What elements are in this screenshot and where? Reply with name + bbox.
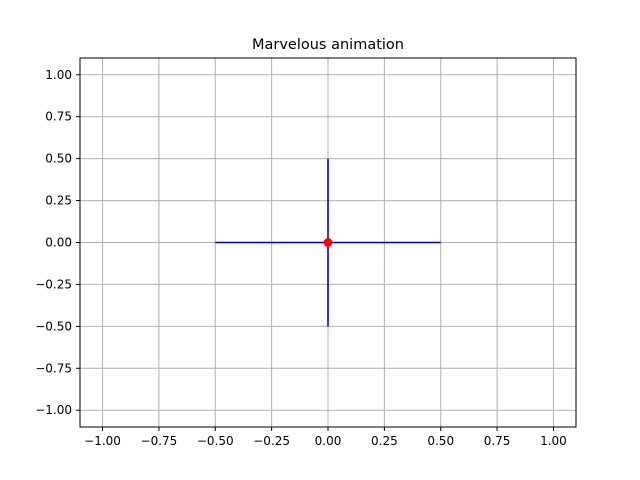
y-tick-label: 0.00	[45, 236, 72, 250]
ticks: −1.00 −0.75 −0.50 −0.25 0.00 0.25 0.50 0.75 1.00…	[35, 68, 567, 448]
chart-title: Marvelous animation	[252, 37, 404, 53]
x-tick-label: 0.75	[484, 434, 511, 448]
x-tick-label: 0.25	[371, 434, 398, 448]
x-tick-label: −0.75	[141, 434, 178, 448]
y-tick-label: 1.00	[45, 68, 72, 82]
y-tick-label: 0.25	[45, 194, 72, 208]
x-tick-label: −1.00	[84, 434, 121, 448]
y-tick-label: 0.75	[45, 110, 72, 124]
x-tick-label: 0.50	[427, 434, 454, 448]
data-point	[323, 238, 333, 247]
x-tick-label: 1.00	[540, 434, 567, 448]
series-layer	[215, 158, 441, 327]
y-tick-label: −0.75	[35, 361, 72, 375]
x-tick-label: −0.25	[253, 434, 290, 448]
x-tick-label: −0.50	[197, 434, 234, 448]
y-tick-label: 0.50	[45, 152, 72, 166]
y-tick-label: −1.00	[35, 403, 72, 417]
y-tick-label: −0.50	[35, 319, 72, 333]
y-tick-label: −0.25	[35, 277, 72, 291]
x-tick-label: 0.00	[315, 434, 342, 448]
